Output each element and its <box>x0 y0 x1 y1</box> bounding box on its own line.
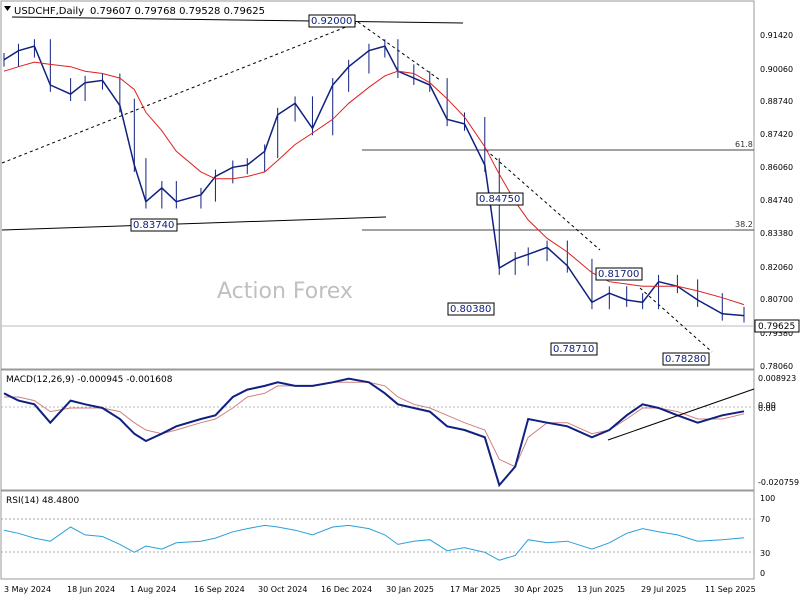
menu-arrow-icon[interactable] <box>4 6 11 11</box>
y-tick-label: 70 <box>760 515 770 524</box>
y-tick-label: 0.83380 <box>760 229 793 238</box>
y-tick-label: 0.00 <box>758 401 776 410</box>
y-tick-label: 100 <box>760 494 775 503</box>
svg-text:0.80380: 0.80380 <box>450 304 491 315</box>
x-tick-label: 16 Dec 2024 <box>321 585 372 594</box>
trendline-support <box>1 216 387 231</box>
y-tick-label: 0.84740 <box>760 196 793 205</box>
annotation-081700: 0.81700 <box>595 267 643 281</box>
macd-label: MACD(12,26,9) -0.000945 -0.001608 <box>6 375 173 385</box>
x-tick-label: 18 Jun 2024 <box>67 585 115 594</box>
macd-series <box>3 377 745 488</box>
macd-panel <box>0 369 755 491</box>
trendline-dashed-down-2 <box>485 149 601 251</box>
y-tick-label: 0.90060 <box>760 65 793 74</box>
svg-text:0.78710: 0.78710 <box>553 344 594 355</box>
price-panel <box>0 0 755 370</box>
rsi-y-axis: 100 70 30 0 <box>760 494 775 578</box>
y-tick-label: 0.00 <box>758 404 776 413</box>
y-tick-label: 0.86060 <box>760 163 793 172</box>
x-tick-label: 16 Sep 2024 <box>194 585 245 594</box>
fib-61-8-label: 61.8 <box>735 140 753 149</box>
annotation-092000: 0.92000 <box>308 14 356 28</box>
y-tick-label: 0.008923 <box>758 374 796 383</box>
svg-text:0.81700: 0.81700 <box>598 269 639 280</box>
annotation-083740: 0.83740 <box>130 218 178 232</box>
symbol-label: USDCHF,Daily <box>14 6 84 17</box>
x-tick-label: 30 Oct 2024 <box>258 585 307 594</box>
price-close-series <box>3 45 745 317</box>
trendline-dashed-down-3 <box>639 287 713 353</box>
x-tick-label: 1 Aug 2024 <box>130 585 176 594</box>
y-tick-label: 0.88740 <box>760 97 793 106</box>
macd-trendline <box>607 388 755 441</box>
current-price-label: 0.79625 <box>758 322 795 332</box>
price-y-axis: 0.91420 0.90060 0.88740 0.87420 0.86060 … <box>760 31 793 371</box>
macd-y-axis: 0.008923 0.00 0.00 -0.020759 <box>758 374 799 487</box>
trendline-top <box>11 16 464 24</box>
x-tick-label: 17 Mar 2025 <box>450 585 501 594</box>
current-price-tag <box>754 319 800 333</box>
rsi-label: RSI(14) 48.4800 <box>6 496 79 506</box>
x-tick-label: 30 Apr 2025 <box>514 585 563 594</box>
y-tick-label: 0.80700 <box>760 295 793 304</box>
svg-text:0.84750: 0.84750 <box>479 194 520 205</box>
svg-text:0.78280: 0.78280 <box>665 354 706 365</box>
x-axis: 3 May 2024 18 Jun 2024 1 Aug 2024 16 Sep… <box>4 585 756 594</box>
y-tick-label: -0.020759 <box>758 478 799 487</box>
x-tick-label: 3 May 2024 <box>4 585 51 594</box>
rsi-panel <box>0 490 755 580</box>
y-tick-label: 0.78060 <box>760 362 793 371</box>
x-tick-label: 11 Sep 2025 <box>705 585 756 594</box>
annotation-080380: 0.80380 <box>447 302 495 316</box>
svg-text:0.83740: 0.83740 <box>133 220 174 231</box>
rsi-series <box>3 524 745 561</box>
annotation-078710: 0.78710 <box>550 342 598 356</box>
annotation-078280: 0.78280 <box>662 352 710 366</box>
y-tick-label: 30 <box>760 549 770 558</box>
trendline-dashed-down-1 <box>357 21 441 81</box>
annotation-084750: 0.84750 <box>476 192 524 206</box>
y-tick-label: 0.87420 <box>760 130 793 139</box>
y-tick-label: 0.79380 <box>760 329 793 338</box>
y-tick-label: 0 <box>760 569 765 578</box>
x-tick-label: 30 Jan 2025 <box>386 585 434 594</box>
x-tick-label: 29 Jul 2025 <box>641 585 686 594</box>
y-tick-label: 0.91420 <box>760 31 793 40</box>
y-tick-label: 0.82060 <box>760 263 793 272</box>
watermark: Action Forex <box>217 279 353 304</box>
ohlc-label: 0.79607 0.79768 0.79528 0.79625 <box>90 6 265 17</box>
x-tick-label: 13 Jun 2025 <box>577 585 625 594</box>
fib-38-2-label: 38.2 <box>735 220 753 229</box>
svg-text:0.92000: 0.92000 <box>311 16 352 27</box>
